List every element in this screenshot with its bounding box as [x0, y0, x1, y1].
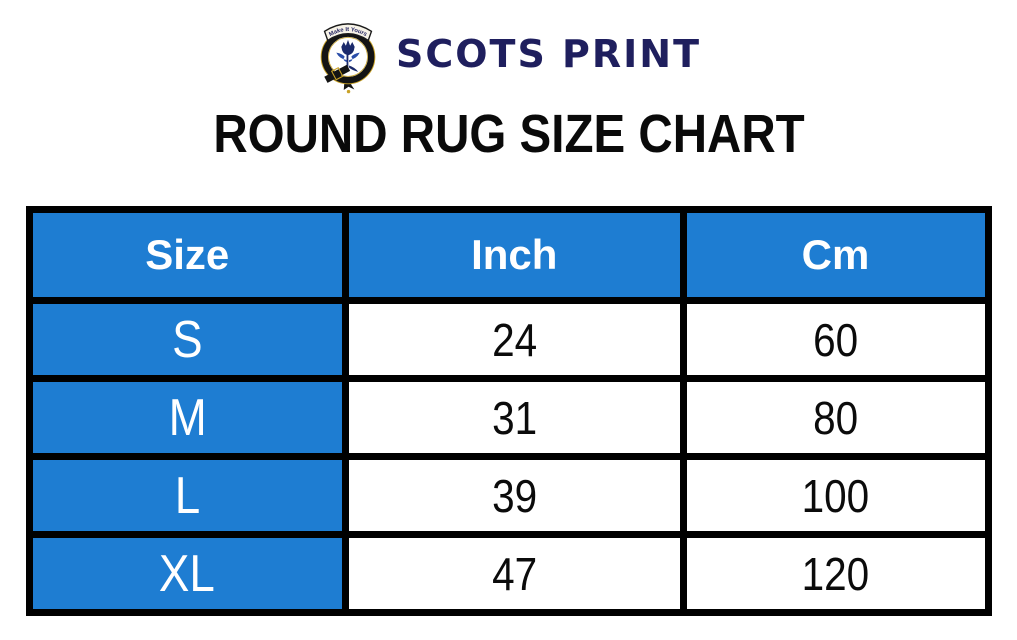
col-header-inch: Inch	[341, 206, 687, 304]
size-value: XL	[159, 544, 216, 603]
inch-value: 39	[491, 469, 537, 522]
inch-cell: 39	[341, 453, 687, 538]
size-cell: M	[25, 375, 349, 460]
inch-value: 31	[491, 391, 537, 444]
brand-name: SCOTS PRINT	[395, 32, 702, 76]
size-value: S	[171, 310, 203, 369]
table-row-xl: XL 47 120	[25, 531, 992, 616]
inch-cell: 24	[341, 297, 687, 382]
scots-print-crest-logo: Make It Yours	[320, 23, 376, 94]
svg-text:Make It Yours: Make It Yours	[328, 27, 368, 38]
cm-value: 60	[812, 313, 859, 366]
col-header-size: Size	[25, 206, 349, 304]
inch-value: 47	[491, 547, 537, 600]
col-header-cm-label: Cm	[801, 231, 870, 278]
cm-cell: 80	[679, 375, 992, 460]
size-cell: L	[25, 453, 349, 538]
inch-value: 24	[491, 313, 537, 366]
cm-cell: 60	[679, 297, 992, 382]
table-row-l: L 39 100	[25, 453, 992, 538]
cm-value: 80	[812, 391, 859, 444]
belt-buckle-icon	[324, 64, 351, 83]
size-value: M	[168, 388, 207, 447]
size-value: L	[174, 466, 200, 525]
size-cell: XL	[25, 531, 349, 616]
brand-header: Make It Yours SCOTS PRINT	[0, 0, 1017, 98]
size-cell: S	[25, 297, 349, 382]
inch-cell: 31	[341, 375, 687, 460]
cm-cell: 100	[679, 453, 992, 538]
motto-banner: Make It Yours	[323, 23, 373, 42]
col-header-size-label: Size	[145, 231, 230, 278]
page-title: ROUND RUG SIZE CHART	[0, 104, 1017, 164]
cm-value: 100	[801, 469, 870, 522]
cm-value: 120	[801, 547, 870, 600]
table-row-m: M 31 80	[25, 375, 992, 460]
col-header-inch-label: Inch	[471, 231, 558, 278]
inch-cell: 47	[341, 531, 687, 616]
crest-inner-ring	[328, 37, 368, 77]
page-title-text: ROUND RUG SIZE CHART	[212, 104, 805, 164]
cm-cell: 120	[679, 531, 992, 616]
table-header-row: Size Inch Cm	[25, 206, 992, 304]
size-chart-table: Size Inch Cm S 24 60	[25, 206, 992, 616]
col-header-cm: Cm	[679, 206, 992, 304]
motto-text: Make It Yours	[328, 27, 368, 38]
table-row-s: S 24 60	[25, 297, 992, 382]
